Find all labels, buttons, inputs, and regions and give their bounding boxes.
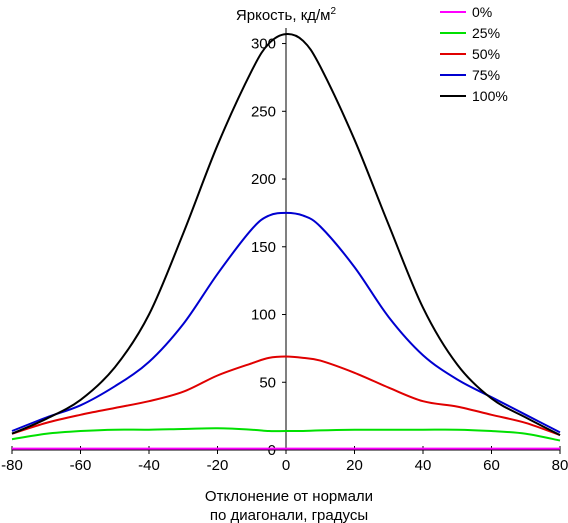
legend-label-3: 75% (472, 67, 500, 83)
y-tick-label: 250 (251, 103, 276, 120)
x-tick-label: 0 (282, 457, 290, 474)
title: Яркость, кд/м2 (236, 6, 337, 24)
x-tick-label: 80 (552, 457, 568, 474)
x-tick-label: -20 (207, 457, 229, 474)
legend-label-0: 0% (472, 4, 492, 20)
x-tick-label: -80 (1, 457, 23, 474)
y-tick-label: 200 (251, 171, 276, 188)
series-line-3 (11, 211, 561, 434)
y-tick-label: 0 (268, 442, 276, 459)
x-tick-label: 40 (415, 457, 432, 474)
legend-label-1: 25% (472, 25, 500, 41)
y-tick-label: 300 (251, 36, 276, 53)
y-tick-label: 100 (251, 307, 276, 324)
y-tick-label: 150 (251, 239, 276, 256)
x-axis-label-line2: по диагонали, градусы (210, 507, 368, 523)
legend-label-2: 50% (472, 46, 500, 62)
x-tick-label: 20 (346, 457, 363, 474)
series-layer (11, 33, 561, 450)
legend-label-4: 100% (472, 88, 508, 104)
legend: 0% 25% 50% 75% 100% (440, 4, 508, 104)
y-tick-label: 50 (259, 374, 276, 391)
axes: -80 -60 -40 -20 0 20 40 60 80 0 50 100 150 200 250 300 (1, 28, 568, 474)
x-tick-label: 60 (483, 457, 500, 474)
x-tick-label: -60 (70, 457, 92, 474)
x-tick-label: -40 (138, 457, 160, 474)
x-axis-label-line1: Отклонение от нормали (205, 488, 373, 505)
series-line-4 (11, 33, 561, 436)
chart-title: Яркость, кд/м2 (236, 6, 337, 24)
series-line-1 (11, 427, 561, 442)
series-line-2 (11, 355, 561, 437)
